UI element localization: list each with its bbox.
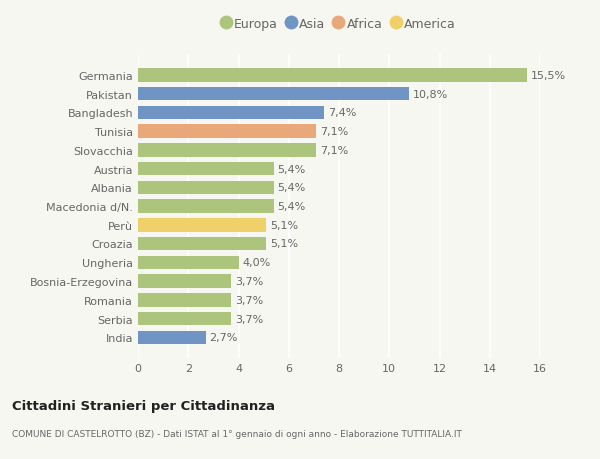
Text: 5,1%: 5,1%: [270, 220, 298, 230]
Bar: [138, 274, 231, 288]
Bar: [138, 69, 527, 82]
Text: Cittadini Stranieri per Cittadinanza: Cittadini Stranieri per Cittadinanza: [12, 399, 275, 412]
Bar: [138, 106, 324, 120]
Text: 10,8%: 10,8%: [413, 90, 448, 99]
Text: 5,4%: 5,4%: [277, 202, 305, 212]
Bar: [138, 237, 266, 251]
Bar: [138, 293, 231, 307]
Text: 4,0%: 4,0%: [242, 257, 271, 268]
Text: 3,7%: 3,7%: [235, 276, 263, 286]
Text: 3,7%: 3,7%: [235, 314, 263, 324]
Bar: [138, 144, 316, 157]
Bar: [138, 312, 231, 325]
Text: 2,7%: 2,7%: [209, 332, 238, 342]
Bar: [138, 125, 316, 139]
Text: 5,1%: 5,1%: [270, 239, 298, 249]
Text: 5,4%: 5,4%: [277, 164, 305, 174]
Bar: [138, 88, 409, 101]
Bar: [138, 256, 239, 269]
Bar: [138, 181, 274, 195]
Bar: [138, 162, 274, 176]
Text: 15,5%: 15,5%: [531, 71, 566, 81]
Legend: Europa, Asia, Africa, America: Europa, Asia, Africa, America: [218, 13, 460, 36]
Bar: [138, 331, 206, 344]
Text: 7,4%: 7,4%: [328, 108, 356, 118]
Bar: [138, 200, 274, 213]
Text: 5,4%: 5,4%: [277, 183, 305, 193]
Text: COMUNE DI CASTELROTTO (BZ) - Dati ISTAT al 1° gennaio di ogni anno - Elaborazion: COMUNE DI CASTELROTTO (BZ) - Dati ISTAT …: [12, 429, 462, 438]
Text: 7,1%: 7,1%: [320, 146, 349, 156]
Bar: [138, 218, 266, 232]
Text: 3,7%: 3,7%: [235, 295, 263, 305]
Text: 7,1%: 7,1%: [320, 127, 349, 137]
